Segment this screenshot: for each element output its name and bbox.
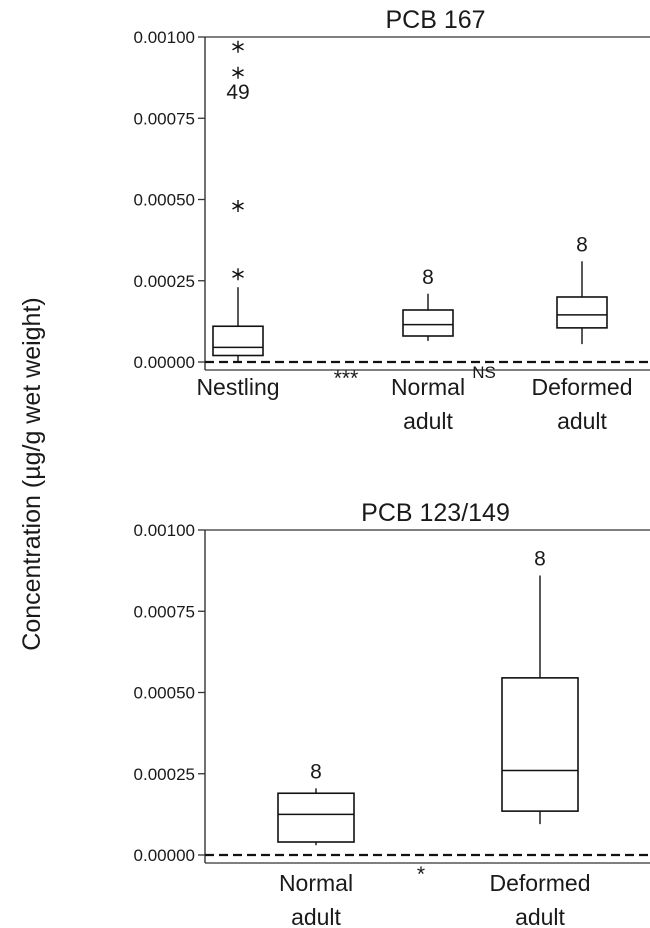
outlier-point (232, 200, 244, 212)
box-iqr (402, 309, 454, 337)
box-iqr (501, 677, 579, 812)
y-axis-label: Concentration (µg/g wet weight) (18, 297, 46, 650)
category-label: Nestling (196, 374, 279, 400)
outlier-point (232, 66, 244, 79)
y-tick-label: 0.00000 (134, 846, 195, 865)
box-iqr (277, 792, 355, 843)
sample-size-label: 8 (310, 760, 322, 783)
box-iqr (212, 325, 264, 357)
outlier-point (232, 40, 244, 53)
outlier-stroke (232, 270, 244, 278)
outlier-stroke (232, 43, 244, 51)
outlier-stroke (232, 69, 244, 77)
category-label: adult (291, 904, 341, 928)
category-label: Deformed (532, 374, 633, 400)
sample-size-label: 8 (534, 548, 546, 571)
significance-marker: * (417, 863, 425, 886)
category-label: Normal (391, 374, 465, 400)
y-tick-label: 0.00050 (134, 684, 195, 703)
y-tick-label: 0.00075 (134, 109, 195, 128)
sample-size-label: 8 (422, 266, 434, 289)
category-label: Normal (279, 870, 353, 896)
outlier-stroke (232, 202, 244, 210)
y-tick-label: 0.00100 (134, 28, 195, 47)
category-label: adult (557, 408, 607, 434)
y-tick-label: 0.00100 (134, 521, 195, 540)
y-tick-label: 0.00025 (134, 765, 195, 784)
significance-marker: NS (472, 363, 496, 382)
outlier-point (232, 268, 244, 281)
box-iqr (556, 296, 608, 329)
outlier-label: 49 (226, 81, 249, 104)
sample-size-label: 8 (576, 233, 588, 256)
chart-title: PCB 123/149 (361, 499, 510, 527)
category-label: adult (515, 904, 565, 928)
significance-marker: *** (334, 367, 359, 390)
y-tick-label: 0.00025 (134, 272, 195, 291)
chart-title: PCB 167 (385, 6, 485, 34)
y-tick-label: 0.00000 (134, 353, 195, 372)
y-tick-label: 0.00050 (134, 191, 195, 210)
category-label: adult (403, 408, 453, 434)
category-label: Deformed (490, 870, 591, 896)
y-tick-label: 0.00075 (134, 602, 195, 621)
